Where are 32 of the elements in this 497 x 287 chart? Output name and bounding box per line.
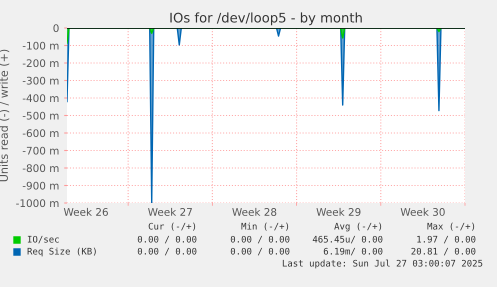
text: 0.00 / 0.00 bbox=[138, 248, 196, 256]
text: 0.00 / 0.00 bbox=[138, 236, 196, 244]
text: Max (-/+) bbox=[427, 222, 474, 231]
text: 1.97 / 0.00 bbox=[417, 236, 476, 244]
text: 0.00 / 0.00 bbox=[230, 248, 290, 256]
text: Min (-/+) bbox=[241, 222, 288, 231]
x-tick-label: Week 29 bbox=[316, 208, 360, 216]
y-tick-label: -900 m bbox=[22, 182, 58, 190]
text: Cur (-/+) bbox=[148, 222, 196, 231]
y-tick-label: -600 m bbox=[22, 129, 58, 138]
y-tick-label: -500 m bbox=[22, 112, 58, 120]
y-tick-label: -100 m bbox=[22, 42, 58, 50]
y-tick-label: -700 m bbox=[22, 146, 58, 155]
text: Last update: Sun Jul 27 03:00:07 2025 bbox=[282, 260, 482, 268]
y-tick-label: -300 m bbox=[22, 76, 58, 85]
y-tick-label: -400 m bbox=[22, 94, 58, 102]
legend-label: IO/sec bbox=[28, 236, 59, 244]
text: 465.45u/ 0.00 bbox=[312, 236, 382, 244]
legend-label: Req Size (KB) bbox=[28, 248, 96, 256]
chart-title: IOs for /dev/loop5 - by month bbox=[170, 12, 362, 26]
x-tick-label: Week 28 bbox=[232, 208, 276, 216]
x-tick-label: Week 27 bbox=[148, 208, 192, 216]
y-tick-label: -800 m bbox=[22, 164, 58, 172]
y-tick-label: -200 m bbox=[22, 59, 58, 68]
text: 20.81 / 0.00 bbox=[411, 248, 476, 256]
text: 6.19m/ 0.00 bbox=[324, 248, 382, 256]
text: 0.00 / 0.00 bbox=[230, 236, 290, 244]
x-tick-label: Week 30 bbox=[400, 208, 445, 216]
x-tick-label: Week 26 bbox=[64, 208, 108, 216]
y-tick-label: -1000 m bbox=[16, 199, 58, 208]
text: Avg (-/+) bbox=[334, 222, 382, 232]
y-tick-label: 0 bbox=[53, 24, 59, 32]
